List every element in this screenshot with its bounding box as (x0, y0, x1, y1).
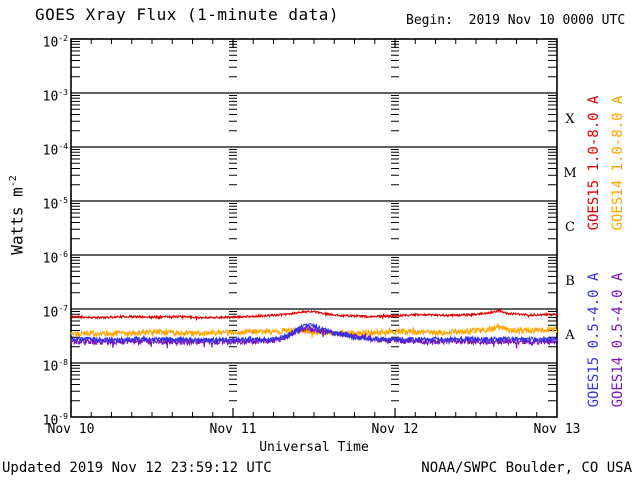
chart-title: GOES Xray Flux (1-minute data) (35, 5, 339, 24)
updated-timestamp: Updated 2019 Nov 12 23:59:12 UTC (2, 460, 272, 476)
y-tick-label: 10-2 (42, 34, 68, 51)
y-tick-label: 10-6 (42, 250, 68, 267)
x-tick-label: Nov 13 (533, 422, 581, 437)
legend-label: GOES14 0.5-4.0 A (610, 272, 626, 408)
flux-class-label: B (565, 274, 575, 289)
flux-class-label: A (565, 328, 575, 343)
begin-timestamp: Begin: 2019 Nov 10 0000 UTC (406, 13, 626, 28)
y-tick-label: 10-8 (42, 358, 68, 375)
y-tick-label: 10-3 (42, 88, 68, 105)
flux-class-label: M (563, 166, 577, 181)
flux-class-label: X (565, 112, 575, 127)
legend-label: GOES14 1.0-8.0 A (610, 95, 626, 231)
x-tick-label: Nov 10 (47, 422, 95, 437)
y-tick-label: 10-4 (42, 142, 68, 159)
x-tick-label: Nov 11 (209, 422, 257, 437)
y-tick-label: 10-7 (42, 304, 68, 321)
legend-label: GOES15 1.0-8.0 A (586, 95, 602, 231)
y-tick-label: 10-9 (42, 412, 68, 429)
data-source: NOAA/SWPC Boulder, CO USA (421, 460, 632, 476)
x-tick-label: Nov 12 (371, 422, 419, 437)
legend-label: GOES15 0.5-4.0 A (586, 272, 602, 408)
y-tick-label: 10-5 (42, 196, 68, 213)
x-axis-label: Universal Time (259, 440, 369, 455)
y-axis-label: Watts m-2 (7, 175, 27, 255)
flux-class-label: C (565, 220, 575, 235)
